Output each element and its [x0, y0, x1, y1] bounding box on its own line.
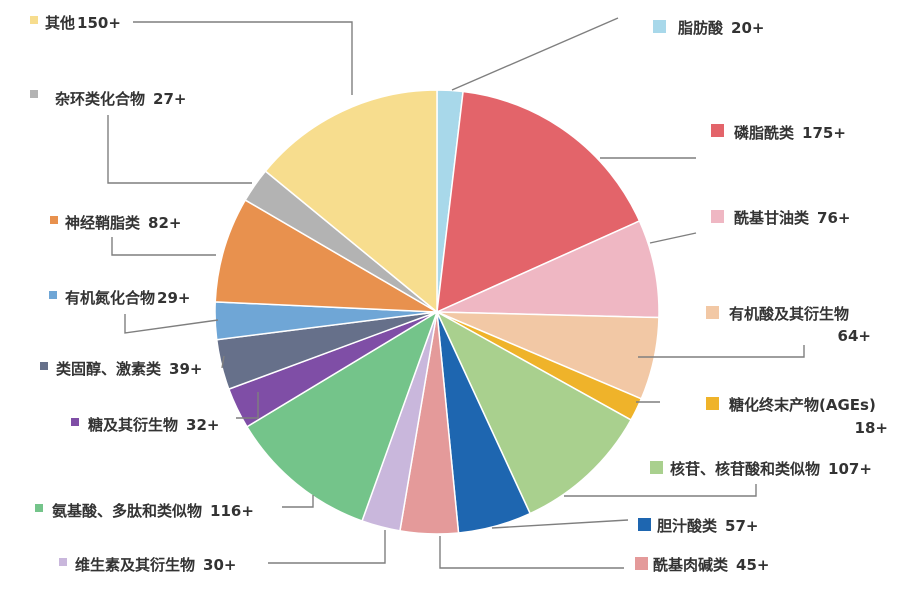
slice-label-text-7: 酰基肉碱类: [653, 556, 729, 574]
slice-label-5: 核苷、核苷酸和类似物 107+: [670, 460, 872, 478]
slice-label-text-15: 其他: [45, 14, 75, 32]
slice-value-2: 76+: [817, 209, 850, 227]
legend-marker-2: [711, 210, 724, 223]
legend-marker-4: [706, 397, 719, 410]
legend-marker-14: [30, 90, 38, 98]
slice-value-1: 175+: [802, 124, 846, 142]
legend-marker-9: [35, 504, 43, 512]
legend-marker-12: [49, 291, 57, 299]
legend-marker-7: [635, 557, 648, 570]
pie-slice-5: [435, 310, 632, 515]
slice-label-text-0: 脂肪酸: [678, 19, 724, 37]
slice-label-7: 酰基肉碱类 45+: [653, 556, 769, 574]
legend-marker-3: [706, 306, 719, 319]
pie-slice-2: [436, 219, 660, 319]
pie-slice-9: [245, 310, 439, 522]
leader-lines: [107, 17, 805, 569]
slice-label-text-12: 有机氮化合物: [65, 289, 155, 307]
leader-line-13: [111, 237, 216, 256]
leader-line-5: [564, 484, 757, 497]
slice-label-text-6: 胆汁酸类: [657, 517, 718, 535]
slice-label-text-8: 维生素及其衍生物: [75, 556, 195, 574]
slice-label-text-1: 磷脂酰类: [734, 124, 795, 142]
legend-marker-6: [638, 518, 651, 531]
slice-value-13: 82+: [148, 214, 181, 232]
slice-label-text-11: 类固醇、激素类: [56, 360, 162, 378]
slice-value-10: 32+: [186, 416, 219, 434]
slice-value-12: 29+: [157, 289, 190, 307]
legend-marker-10: [71, 418, 79, 426]
slice-label-10: 糖及其衍生物 32+: [88, 416, 219, 434]
legend-marker-0: [653, 20, 666, 33]
leader-line-3: [638, 345, 805, 358]
slice-label-14: 杂环类化合物 27+: [55, 90, 186, 108]
leader-line-6: [491, 519, 629, 529]
slice-label-12: 有机氮化合物 29+: [65, 289, 190, 307]
slice-value-11: 39+: [169, 360, 202, 378]
leader-line-9: [282, 495, 314, 508]
slice-label-text-10: 糖及其衍生物: [88, 416, 178, 434]
legend-marker-8: [59, 558, 67, 566]
legend-marker-11: [40, 362, 48, 370]
slice-label-8: 维生素及其衍生物 30+: [75, 556, 236, 574]
slice-value-6: 57+: [725, 517, 758, 535]
pie-slice-1: [436, 90, 641, 314]
legend-marker-5: [650, 461, 663, 474]
legend-marker-15: [30, 16, 38, 24]
slice-label-2: 酰基甘油类 76+: [734, 209, 850, 227]
slice-value-3: 64+: [838, 327, 871, 345]
slice-value-9: 116+: [210, 502, 254, 520]
legend-marker-13: [50, 216, 58, 224]
slice-label-text-13: 神经鞘脂类: [65, 214, 141, 232]
slice-value-14: 27+: [153, 90, 186, 108]
pie-slice-13: [214, 199, 438, 313]
slice-labels: 脂肪酸 20+ 磷脂酰类 175+ 酰基甘油类 76+ 有机酸及其衍生物 64+ 糖化终末产物(…: [30, 14, 888, 574]
slice-value-15: 150+: [77, 14, 121, 32]
slice-label-1: 磷脂酰类 175+: [734, 124, 846, 142]
slice-label-4: 糖化终末产物(AGEs): [729, 396, 876, 414]
slice-label-0: 脂肪酸 20+: [678, 19, 764, 37]
slice-label-11: 类固醇、激素类 39+: [56, 360, 202, 378]
slice-value-0: 20+: [731, 19, 764, 37]
slice-value-8: 30+: [203, 556, 236, 574]
slice-label-13: 神经鞘脂类 82+: [65, 214, 181, 232]
pie-slices: [214, 89, 660, 535]
legend-marker-1: [711, 124, 724, 137]
leader-line-2: [649, 232, 697, 244]
pie-slice-15: [264, 89, 438, 314]
leader-line-14: [107, 115, 252, 184]
slice-label-3: 有机酸及其衍生物: [729, 305, 849, 323]
leader-line-15: [133, 21, 353, 95]
slice-label-text-2: 酰基甘油类: [734, 209, 810, 227]
slice-label-15: 其他 150+: [45, 14, 121, 32]
slice-label-text-14: 杂环类化合物: [55, 90, 145, 108]
leader-line-8: [268, 530, 386, 564]
slice-value-4: 18+: [855, 419, 888, 437]
slice-value-7: 45+: [736, 556, 769, 574]
leader-line-7: [439, 536, 624, 569]
slice-label-text-5: 核苷、核苷酸和类似物: [670, 460, 820, 478]
slice-label-9: 氨基酸、多肽和类似物 116+: [52, 502, 254, 520]
leader-line-11: [221, 355, 225, 369]
leader-line-10: [236, 392, 259, 419]
leader-line-0: [451, 17, 619, 91]
slice-label-text-9: 氨基酸、多肽和类似物: [52, 502, 202, 520]
leader-line-12: [124, 314, 219, 334]
slice-value-5: 107+: [828, 460, 872, 478]
slice-label-6: 胆汁酸类 57+: [657, 517, 758, 535]
